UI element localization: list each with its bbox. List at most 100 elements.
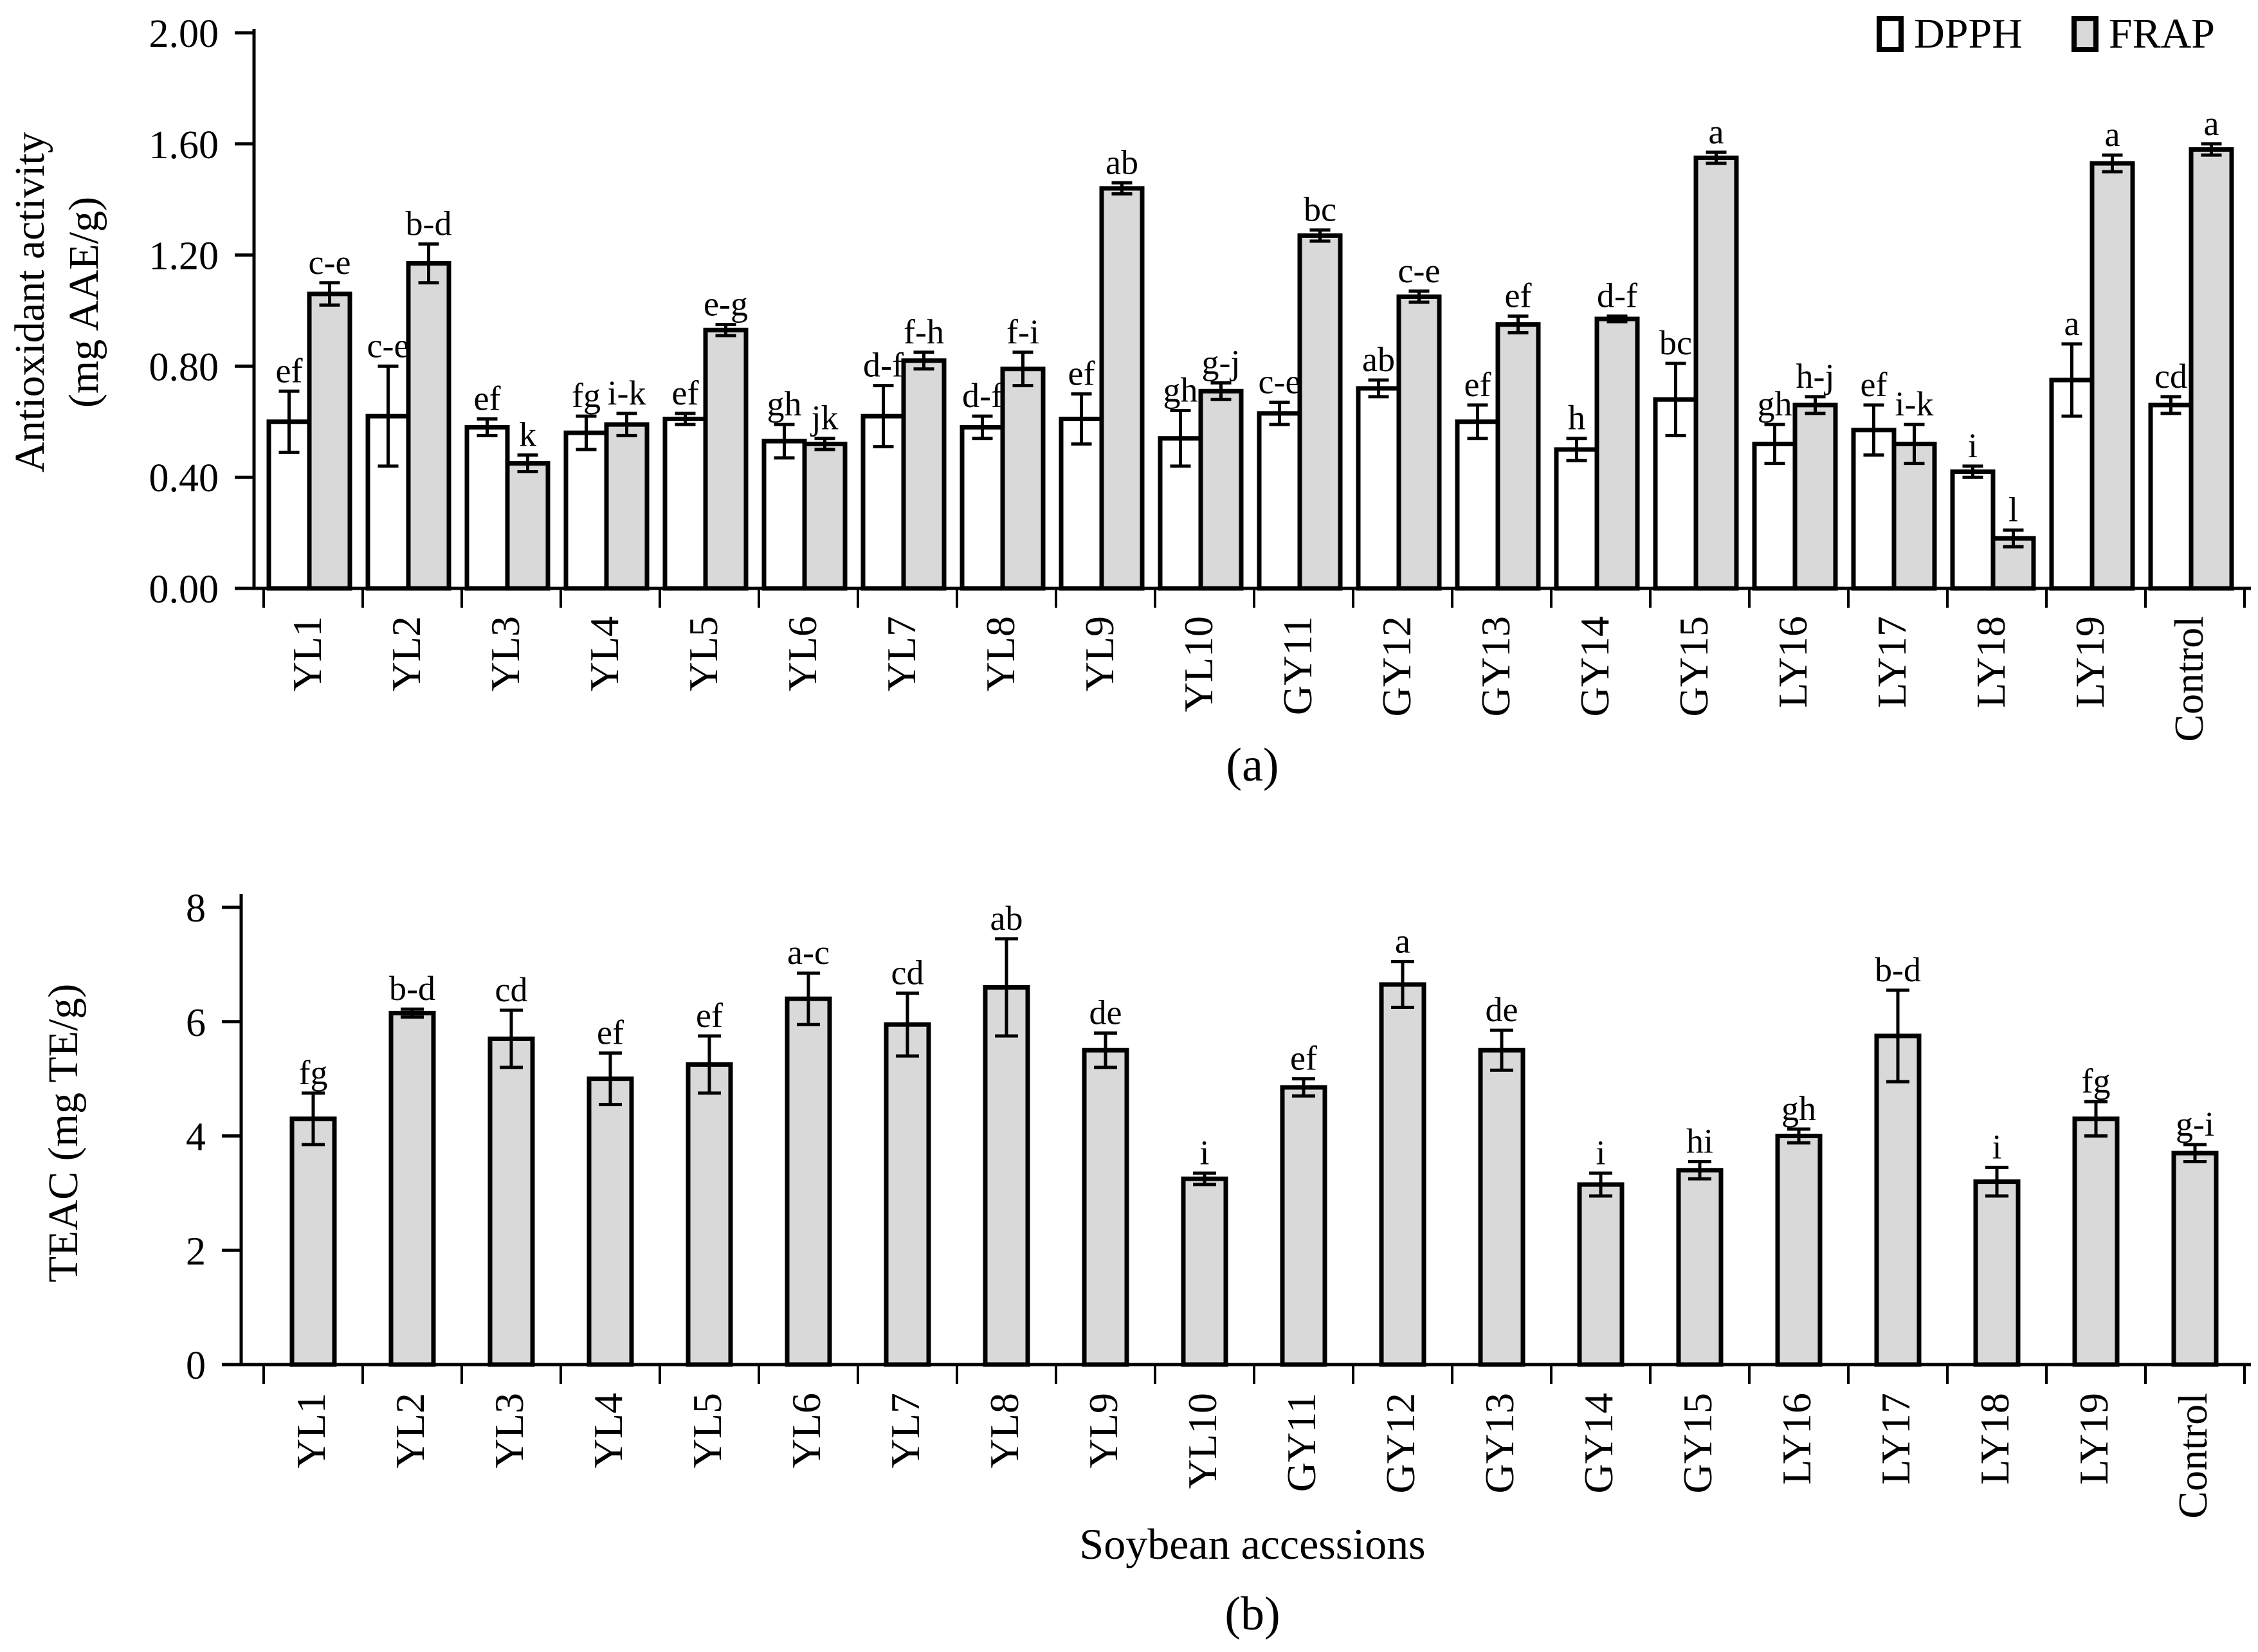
sig-letter-dpph-gy15: bc [1659, 323, 1692, 362]
bar-frap-yl5 [703, 327, 749, 591]
panel-b-y-tick-label: 8 [186, 887, 206, 930]
panel-b-category-label-yl8: YL8 [981, 1393, 1027, 1468]
sig-letter-frap-yl5: e-g [704, 285, 748, 323]
sig-letter-frap-control: a [2204, 104, 2219, 143]
bar-frap-ly19 [2090, 161, 2135, 591]
sig-letter-dpph-gy12: ab [1362, 340, 1395, 379]
panel-b-y-tick-label: 6 [186, 1001, 206, 1045]
sig-letter-dpph-ly17: ef [1861, 365, 1888, 404]
panel-b-category-label-yl6: YL6 [783, 1393, 829, 1468]
sig-letter-dpph-gy13: ef [1464, 365, 1491, 404]
panel-b-category-label-yl1: YL1 [288, 1393, 334, 1468]
bar-teac-ly18 [1973, 1179, 2021, 1367]
sig-letter-frap-ly19: a [2105, 115, 2120, 154]
sig-letter-dpph-yl5: ef [672, 374, 699, 412]
bar-teac-gy13 [1478, 1048, 1525, 1367]
panel-a-category-label-gy12: GY12 [1374, 616, 1419, 716]
panel-b-y-tick-label: 4 [186, 1116, 206, 1159]
bar-dpph-gy11 [1257, 411, 1302, 591]
panel-a-category-label-yl3: YL3 [482, 616, 528, 691]
bar-frap-gy12 [1396, 294, 1442, 591]
frap-swatch-icon [2071, 16, 2099, 52]
bar-frap-yl4 [604, 422, 650, 591]
panel-b-category-label-yl7: YL7 [882, 1393, 928, 1468]
panel-b-category-label-yl2: YL2 [387, 1393, 433, 1468]
panel-b-y-tick-label: 2 [186, 1230, 206, 1273]
sig-letter-frap-yl10: g-j [1202, 343, 1241, 381]
sig-letter-teac-yl10: i [1199, 1133, 1209, 1172]
bar-teac-yl7 [884, 1022, 931, 1367]
bar-teac-ly19 [2072, 1116, 2120, 1367]
bar-frap-yl1 [307, 291, 352, 591]
panel-b-category-label-yl5: YL5 [684, 1393, 730, 1468]
sig-letter-dpph-yl6: gh [767, 385, 802, 423]
bar-dpph-yl9 [1059, 416, 1104, 591]
sig-letter-teac-gy15: hi [1686, 1121, 1713, 1160]
sig-letter-dpph-yl8: d-f [962, 376, 1003, 415]
sig-letter-teac-gy12: a [1395, 921, 1410, 960]
panel-a-category-label-yl4: YL4 [581, 616, 627, 691]
panel-b-category-label-gy12: GY12 [1378, 1393, 1423, 1493]
bar-frap-yl7 [901, 358, 947, 591]
bar-dpph-ly16 [1752, 441, 1798, 591]
panel-b-caption: (b) [1225, 1588, 1280, 1640]
sig-letter-frap-gy12: c-e [1398, 251, 1441, 290]
sig-letter-teac-ly17: b-d [1875, 950, 1921, 989]
bar-dpph-control [2148, 403, 2194, 591]
sig-letter-frap-gy14: d-f [1597, 277, 1637, 315]
panel-a-y-tick-label: 1.20 [149, 235, 219, 278]
sig-letter-dpph-ly19: a [2064, 304, 2080, 343]
bar-frap-gy13 [1495, 322, 1541, 591]
sig-letter-frap-gy15: a [1709, 113, 1724, 151]
sig-letter-frap-yl3: k [519, 415, 536, 454]
sig-letter-teac-yl5: ef [696, 996, 723, 1035]
sig-letter-frap-yl9: ab [1106, 143, 1138, 181]
bar-frap-yl2 [406, 261, 451, 591]
panel-a-category-label-ly19: LY19 [2067, 616, 2113, 708]
bar-dpph-yl5 [662, 416, 708, 591]
bar-dpph-yl6 [761, 439, 807, 591]
panel-b-category-label-ly17: LY17 [1873, 1393, 1918, 1485]
x-axis-title: Soybean accessions [1079, 1520, 1426, 1568]
panel-a-category-label-yl10: YL10 [1176, 616, 1221, 712]
sig-letter-dpph-ly18: i [1968, 426, 1978, 465]
bar-teac-yl3 [487, 1036, 535, 1367]
dpph-swatch-icon [1877, 16, 1904, 52]
panel-a-y-tick-label: 1.60 [149, 123, 219, 167]
sig-letter-frap-yl7: f-h [904, 313, 944, 351]
bar-frap-yl10 [1198, 388, 1244, 591]
panel-b-y-axis-title-line1: TEAC (mg TE/g) [40, 984, 87, 1282]
sig-letter-teac-yl8: ab [990, 899, 1023, 938]
sig-letter-frap-gy13: ef [1505, 277, 1532, 315]
bar-dpph-gy13 [1455, 419, 1500, 591]
bar-teac-gy14 [1577, 1182, 1625, 1367]
sig-letter-dpph-yl2: c-e [367, 326, 410, 365]
bar-frap-ly18 [1990, 536, 2036, 591]
panel-a-category-label-yl2: YL2 [383, 616, 429, 691]
panel-b-category-label-ly18: LY18 [1972, 1393, 2017, 1485]
bar-teac-ly17 [1874, 1033, 1922, 1367]
sig-letter-dpph-gy11: c-e [1259, 363, 1301, 401]
bar-teac-yl6 [785, 996, 832, 1367]
bar-frap-gy14 [1594, 316, 1640, 591]
sig-letter-teac-control: g-i [2176, 1105, 2214, 1143]
panel-b-category-label-gy13: GY13 [1477, 1393, 1522, 1493]
panel-b-category-label-gy11: GY11 [1279, 1393, 1324, 1492]
bar-frap-ly17 [1891, 441, 1937, 591]
panel-b-category-label-gy14: GY14 [1576, 1393, 1621, 1493]
sig-letter-frap-ly17: i-k [1895, 385, 1934, 423]
sig-letter-teac-gy11: ef [1290, 1039, 1317, 1078]
panel-a-y-tick-label: 0.40 [149, 457, 219, 500]
panel-a-y-axis-title-line1: Antioxidant activity [6, 132, 53, 473]
bar-frap-gy11 [1297, 233, 1343, 591]
panel-b-category-label-yl3: YL3 [486, 1393, 532, 1468]
bar-dpph-gy14 [1554, 447, 1599, 591]
panel-a-category-label-yl6: YL6 [779, 616, 825, 691]
panel-a-category-label-gy11: GY11 [1275, 616, 1320, 715]
bar-teac-control [2171, 1150, 2219, 1367]
bar-teac-gy11 [1280, 1085, 1327, 1367]
panel-b-y-tick-label: 0 [186, 1344, 206, 1388]
panel-a-category-label-control: Control [2166, 616, 2212, 742]
bar-teac-yl9 [1082, 1048, 1129, 1367]
